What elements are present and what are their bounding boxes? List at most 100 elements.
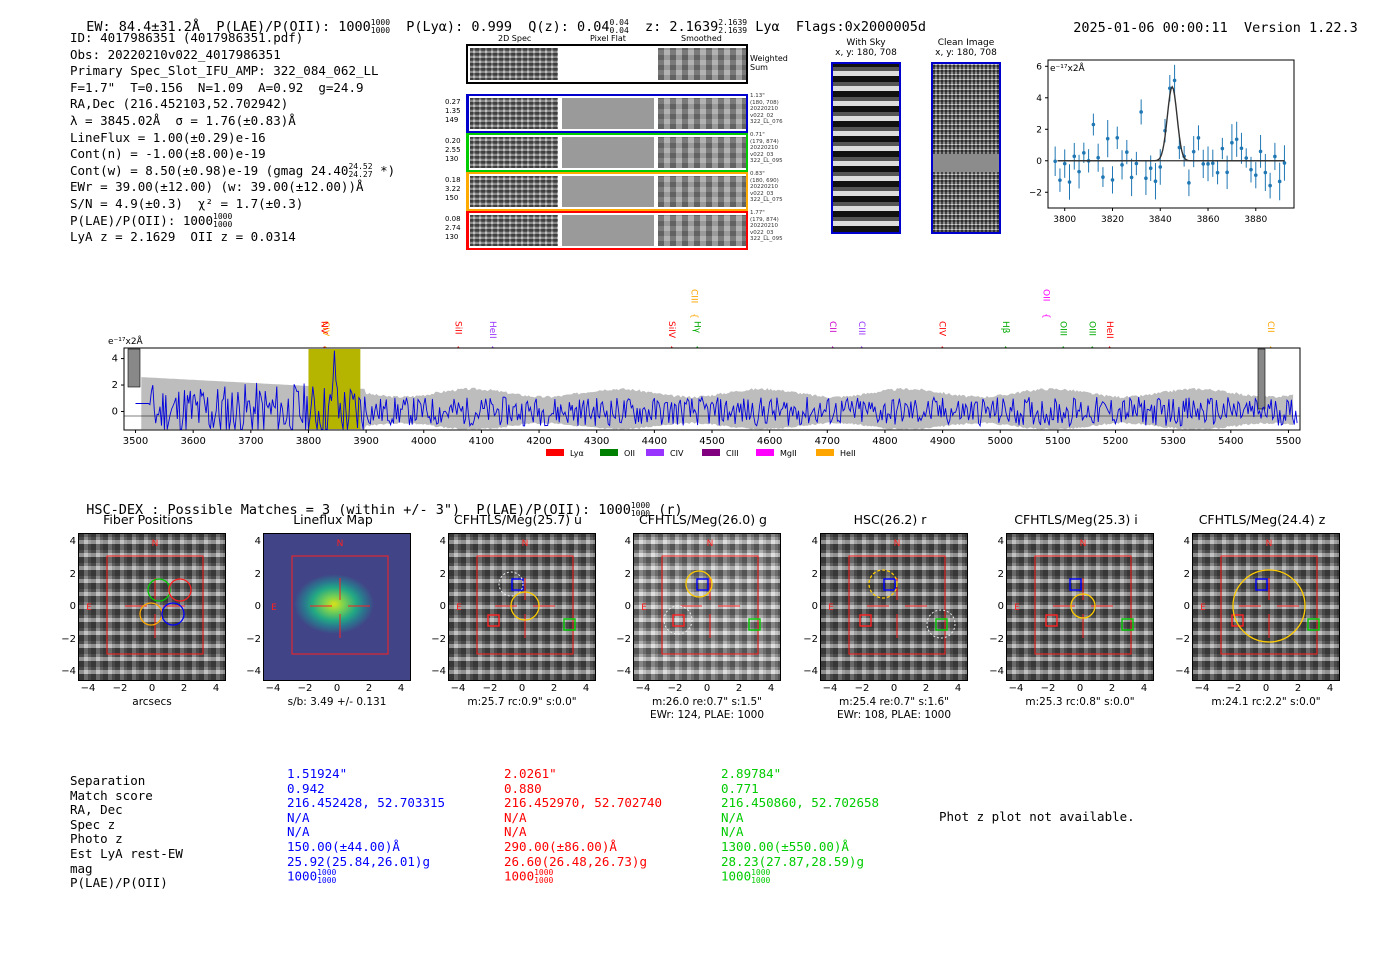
cutout-ytick-label: 0 [1183,601,1190,612]
cutout-caption: m:25.4 re:0.7" s:1.6" [839,696,949,708]
svg-text:SiIV: SiIV [666,321,676,339]
cutout-ytick-label: −4 [246,666,261,677]
fiber-2dspec [470,137,558,168]
zoom-point [1091,122,1096,127]
spectral-line-label: OIII{ [1086,321,1096,351]
cutout-panel: CFHTLS/Meg(26.0) g N E 4 2 0 −2 −4 −4 −2 0 2 4 m:26.0… [609,512,799,724]
cutout-xtick-label: −2 [667,683,683,694]
legend-swatch [702,449,720,456]
match-value: 1.51924" [287,766,348,781]
cutout-xtick-label: −2 [297,683,313,694]
match-box-green [935,618,948,631]
match-col-1: 1.51924" 0.942 216.452428, 52.703315 N/A N/A… [287,766,445,885]
header-flags: Flags:0x2000005d [795,19,926,35]
north-label: N [894,539,901,549]
match-row-label: Est LyA rest-EW [70,845,183,861]
spectral-line-label: HeII{ [1104,321,1114,351]
cutout-ytick-label: 0 [624,601,631,612]
fiber-flat [562,215,654,246]
north-label: N [522,539,529,549]
aperture-box [1220,555,1318,655]
cutout-ytick-label: −2 [431,633,446,645]
header-z: z: 2.1639 [645,19,719,35]
spectral-line-label: Hγ{ [692,321,702,351]
match-value: 150.00(±44.00)Å [287,838,400,854]
mask-left [127,348,141,388]
svg-text:CII: CII [1265,321,1275,333]
spec-xtick-label: 5100 [1045,436,1070,447]
zoom-point [1153,179,1158,184]
spec-ytick-label: 0 [112,406,118,417]
cutout-xtick-label: 2 [922,683,930,694]
north-label: N [707,539,714,549]
info-contw: Cont(w) = 8.50(±0.98)e-19 (gmag 24.4024.… [70,162,396,180]
cutout-xtick-label: 0 [890,683,898,694]
north-label: N [337,539,344,549]
cutout-title: CFHTLS/Meg(25.7) u [454,512,582,527]
spectral-line-label: CII{ [827,321,837,351]
spectral-line-label: CIV{ [937,321,947,351]
svg-text:SiII: SiII [452,321,462,335]
match-value: 10001000 1000 [504,868,554,886]
spectral-line-label: Hβ{ [1000,321,1010,351]
fiber-row-color-tag [466,211,469,250]
spectral-line-label: SiII{ [452,321,462,351]
zoom-point [1282,161,1287,165]
match-box-blue [511,578,524,591]
zoom-xtick-label: 3840 [1149,215,1172,225]
zoom-point [1053,159,1057,164]
spec-xtick-label: 4600 [757,436,782,447]
cutout-caption-2: EWr: 108, PLAE: 1000 [836,709,952,721]
match-value: N/A [287,824,310,840]
col-title-2dspec: 2D Spec [498,34,532,43]
zoom-ytick-label: −2 [1030,188,1042,198]
match-value: 25.92(25.84,26.01)g [287,853,430,869]
aperture-box [106,555,204,655]
fiber-row-right-stats: 0.83" (180, 690) 20220210 v022_03 322_LL_075 [750,171,783,203]
east-label: E [1200,603,1206,613]
header-right: 2025-01-06 00:00:11 Version 1.22.3 [1057,4,1358,36]
sky-coords: x, y: 180, 708 [835,48,897,58]
zoom-point [1110,178,1115,182]
cutout-ytick-label: −4 [431,666,446,677]
cutout-xtick-label: −4 [822,683,838,694]
east-label: E [828,603,834,613]
zoom-point [1096,155,1100,160]
zoom-point [1234,137,1239,142]
legend-label: Lyα [570,449,584,458]
cutout-ytick-label: 0 [811,601,818,612]
zoom-point [1258,149,1263,154]
info-contn: Cont(n) = -1.00(±8.00)e-19 [70,146,266,162]
aperture-box [661,555,759,655]
spec-xtick-label: 5200 [1103,436,1128,447]
zoom-point [1187,181,1191,185]
zoom-point [1206,162,1210,166]
cutout-xtick-label: 0 [333,683,341,694]
cutout-ytick-label: 2 [811,568,818,580]
svg-text:OII: OII [1040,289,1050,301]
spec-xtick-label: 4800 [872,436,897,447]
zoom-point [1148,166,1153,171]
cutout-ytick-label: −2 [989,633,1004,645]
zoom-point [1230,140,1234,145]
spec-xtick-label: 3800 [296,436,321,447]
fiber-row-color-tag [466,133,469,172]
zoom-point [1201,162,1206,166]
zoom-point [1062,161,1067,166]
match-value: 10001000 1000 [721,868,771,886]
zoom-point [1273,154,1277,159]
spectral-line-label: OIII{ [1058,321,1068,351]
spectral-line-label: OII { [1040,289,1050,319]
cutout-caption: m:25.3 rc:0.8" s:0.0" [1025,696,1135,708]
fiber-row-color-tag [466,94,469,133]
aperture-box [291,555,389,655]
cutout-xtick-label: 4 [212,683,220,694]
cutout-xtick-label: −4 [80,683,96,694]
match-box-red [859,614,872,627]
cutout-ytick-label: −4 [989,666,1004,677]
cutout-xtick-label: −4 [1008,683,1024,694]
cutout-ytick-label: 2 [69,568,76,580]
zoom-point [1072,154,1077,159]
